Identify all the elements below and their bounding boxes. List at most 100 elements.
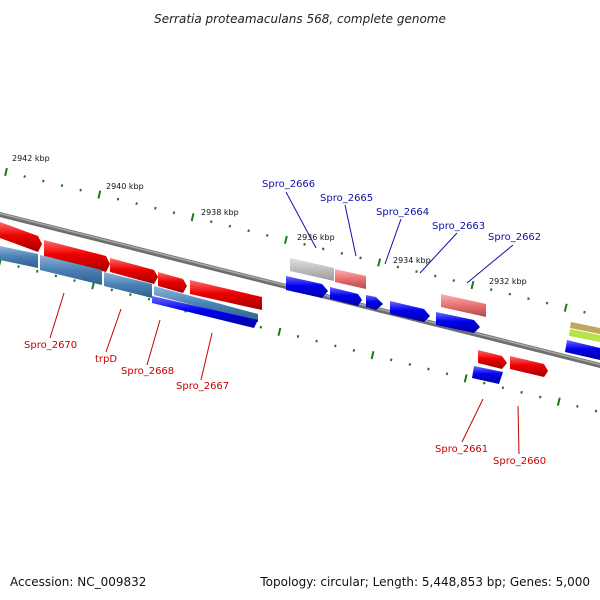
- lower-tick: [129, 293, 132, 297]
- gene-spro-2665-faded[interactable]: [335, 269, 366, 289]
- gene-labels-top: Spro_2666 Spro_2665 Spro_2664 Spro_2663 …: [262, 179, 541, 243]
- lower-tick: [259, 325, 263, 329]
- gene-label-spro-2668[interactable]: Spro_2668: [121, 366, 174, 377]
- upper-tick: [247, 229, 250, 233]
- upper-tick: [60, 184, 64, 187]
- footer-accession: Accession: NC_009832: [10, 575, 146, 589]
- lower-tick: [483, 381, 486, 385]
- upper-tick: [396, 265, 400, 269]
- upper-tick: [303, 242, 306, 246]
- upper-tick: [527, 297, 530, 301]
- lower-tick: [556, 397, 561, 406]
- gene-spro-2666[interactable]: [286, 276, 328, 298]
- upper-tick: [154, 206, 157, 210]
- upper-tick: [190, 213, 195, 222]
- gene-label-trpD[interactable]: trpD: [95, 354, 117, 365]
- gene-spro-2662[interactable]: [436, 312, 480, 333]
- upper-tick: [172, 211, 176, 215]
- lower-tick: [445, 372, 449, 376]
- lower-tick: [73, 279, 76, 283]
- gene-label-spro-2661[interactable]: Spro_2661: [435, 444, 488, 455]
- gene-label-spro-2665[interactable]: Spro_2665: [320, 193, 373, 204]
- tick-label-2936: 2936 kbp: [297, 233, 335, 242]
- lower-tick: [594, 409, 598, 413]
- upper-tick: [583, 310, 586, 314]
- operon-track-left: [0, 246, 258, 322]
- tick-label-2938: 2938 kbp: [201, 208, 239, 217]
- gene-label-spro-2663[interactable]: Spro_2663: [432, 221, 485, 232]
- lower-tick: [352, 349, 356, 352]
- lower-tick: [520, 390, 523, 394]
- ruler-ticks-upper: [4, 167, 586, 314]
- gene-spro-2670[interactable]: [0, 222, 42, 252]
- gene-track-right: [472, 322, 600, 384]
- tick-label-2940: 2940 kbp: [106, 182, 144, 191]
- upper-tick: [97, 190, 102, 199]
- gene-label-spro-2662[interactable]: Spro_2662: [488, 232, 541, 243]
- upper-tick: [23, 175, 26, 178]
- lower-tick: [315, 339, 318, 343]
- tick-label-2932: 2932 kbp: [489, 277, 527, 286]
- upper-tick: [266, 233, 269, 237]
- gene-spro-2664[interactable]: [366, 295, 383, 310]
- lower-tick: [389, 358, 393, 362]
- tick-label-2934: 2934 kbp: [393, 256, 431, 265]
- upper-tick: [116, 197, 120, 201]
- lower-tick: [36, 269, 39, 273]
- upper-tick: [415, 270, 418, 273]
- gene-spro-2663[interactable]: [390, 301, 430, 322]
- upper-tick: [433, 274, 437, 278]
- upper-tick: [563, 303, 568, 312]
- gene-spro-2660[interactable]: [510, 356, 548, 377]
- gene-spro-2663-faded[interactable]: [441, 294, 486, 317]
- gene-track-middle-forward: [290, 258, 486, 317]
- upper-tick: [489, 288, 493, 292]
- lower-tick: [17, 265, 20, 269]
- upper-tick: [210, 220, 213, 224]
- gene-spro-2661-rev[interactable]: [472, 366, 503, 384]
- gene-track-left-forward: [0, 222, 262, 310]
- upper-tick: [452, 279, 456, 282]
- map-title: Serratia proteamaculans 568, complete ge…: [154, 12, 446, 26]
- upper-tick: [79, 188, 82, 192]
- ruler-labels: 2942 kbp 2940 kbp 2938 kbp 2936 kbp 2934…: [12, 154, 527, 286]
- lower-tick: [463, 374, 468, 383]
- gene-label-spro-2664[interactable]: Spro_2664: [376, 207, 429, 218]
- upper-tick: [545, 301, 549, 305]
- upper-tick: [359, 256, 362, 260]
- upper-tick: [470, 280, 475, 290]
- gene-label-spro-2667[interactable]: Spro_2667: [176, 381, 229, 392]
- label-leaders-bottom: [49, 292, 520, 455]
- gene-trpD[interactable]: [44, 240, 110, 272]
- lower-tick: [277, 327, 282, 336]
- lower-tick: [296, 335, 300, 338]
- upper-tick: [4, 167, 8, 177]
- upper-tick: [340, 252, 344, 255]
- lower-tick: [147, 297, 151, 301]
- gene-label-spro-2660[interactable]: Spro_2660: [493, 456, 546, 467]
- upper-tick: [377, 258, 382, 267]
- lower-tick: [501, 386, 505, 390]
- lower-tick: [334, 344, 337, 348]
- gene-spro-2668[interactable]: [110, 258, 158, 284]
- gene-spro-2666-pseudo[interactable]: [290, 258, 334, 281]
- tick-label-2942: 2942 kbp: [12, 154, 50, 163]
- lower-tick: [427, 367, 430, 371]
- gene-label-spro-2670[interactable]: Spro_2670: [24, 340, 77, 351]
- gene-track-left-reverse: [152, 296, 258, 328]
- gene-spro-2667[interactable]: [190, 280, 262, 310]
- gene-spro-2661[interactable]: [478, 350, 507, 369]
- lower-tick: [576, 404, 579, 408]
- gene-spro-2667a[interactable]: [158, 272, 187, 293]
- upper-tick: [321, 247, 325, 251]
- lower-tick: [110, 288, 114, 292]
- upper-tick: [42, 179, 45, 183]
- gene-label-spro-2666[interactable]: Spro_2666: [262, 179, 315, 190]
- label-leaders-top: [285, 191, 514, 284]
- upper-tick: [228, 224, 232, 228]
- upper-tick: [135, 202, 138, 206]
- lower-tick: [54, 274, 58, 278]
- gene-track-middle-reverse: [286, 276, 480, 333]
- gene-spro-2665[interactable]: [330, 287, 362, 306]
